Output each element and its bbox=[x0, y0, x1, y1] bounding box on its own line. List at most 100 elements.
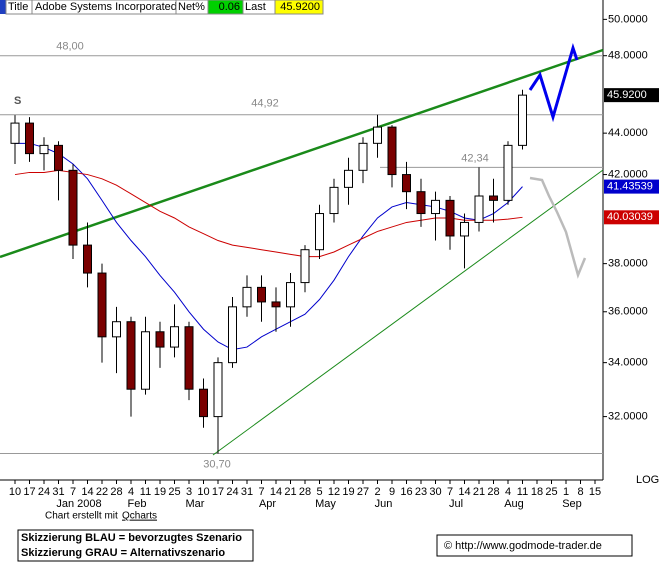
trend-line bbox=[212, 169, 604, 456]
x-tick-label: 30 bbox=[429, 486, 441, 498]
month-label: Jan 2008 bbox=[56, 498, 101, 510]
month-label: Jun bbox=[375, 498, 393, 510]
x-tick-label: 11 bbox=[517, 486, 528, 498]
marker-s: S bbox=[14, 95, 21, 107]
x-tick-label: 8 bbox=[577, 486, 583, 498]
scale-label: LOG bbox=[636, 474, 659, 486]
x-tick-label: 7 bbox=[447, 486, 453, 498]
candle-body bbox=[97, 272, 107, 338]
y-tick-label: 34.0000 bbox=[608, 357, 648, 369]
month-label: Sep bbox=[562, 498, 582, 510]
x-tick-label: 14 bbox=[458, 486, 470, 498]
trend-line bbox=[0, 48, 604, 259]
y-tick-label: 48.0000 bbox=[608, 50, 648, 62]
x-tick-label: 18 bbox=[531, 486, 543, 498]
candle-body bbox=[10, 122, 20, 144]
copyright-box bbox=[436, 534, 633, 557]
x-tick-label: 7 bbox=[70, 486, 76, 498]
header-last: 45.9200 bbox=[280, 1, 320, 13]
gray-note: Skizzierung GRAU = Alternativszenario bbox=[21, 547, 225, 559]
y-tick-label: 42.0000 bbox=[608, 168, 648, 180]
x-tick-label: 28 bbox=[299, 486, 311, 498]
header-icon bbox=[0, 0, 6, 14]
candle-body bbox=[257, 286, 266, 303]
axis-marker-label: 41.43539 bbox=[607, 181, 653, 193]
x-tick-label: 25 bbox=[168, 486, 180, 498]
header-cell bbox=[274, 0, 324, 15]
x-tick-label: 22 bbox=[96, 486, 108, 498]
month-label: May bbox=[315, 498, 336, 510]
candle-body bbox=[300, 249, 310, 284]
x-tick-label: 28 bbox=[487, 486, 499, 498]
candle-body bbox=[271, 301, 281, 308]
candle-body bbox=[141, 331, 150, 390]
credit-link[interactable]: Qcharts bbox=[122, 511, 157, 522]
candle-body bbox=[358, 142, 368, 171]
candle-body bbox=[155, 331, 165, 348]
y-tick-label: 44.0000 bbox=[608, 127, 648, 139]
x-tick-label: 31 bbox=[241, 486, 253, 498]
candle-body bbox=[387, 126, 397, 176]
x-tick-label: 19 bbox=[154, 486, 166, 498]
x-tick-label: 24 bbox=[38, 486, 50, 498]
candle-body bbox=[184, 326, 194, 390]
candle-body bbox=[416, 191, 426, 215]
x-tick-label: 14 bbox=[81, 486, 93, 498]
x-tick-label: 10 bbox=[197, 486, 209, 498]
candle-body bbox=[213, 362, 223, 418]
note-box bbox=[17, 529, 254, 562]
candle-body bbox=[344, 169, 353, 188]
candle-body bbox=[170, 326, 179, 348]
candle-body bbox=[242, 286, 252, 308]
x-tick-label: 15 bbox=[589, 486, 601, 498]
candle-body bbox=[126, 321, 136, 390]
header-net-label: Net% bbox=[178, 1, 205, 13]
x-tick-label: 21 bbox=[284, 486, 296, 498]
y-tick-label: 50.0000 bbox=[608, 13, 648, 25]
candle-body bbox=[315, 213, 324, 251]
month-label: Jul bbox=[449, 498, 463, 510]
x-tick-label: 25 bbox=[545, 486, 557, 498]
x-tick-label: 7 bbox=[258, 486, 264, 498]
candle-body bbox=[503, 144, 513, 201]
x-tick-label: 17 bbox=[23, 486, 35, 498]
x-tick-label: 28 bbox=[110, 486, 122, 498]
x-tick-label: 27 bbox=[357, 486, 369, 498]
header-last-label: Last bbox=[245, 1, 266, 13]
candle-body bbox=[199, 388, 208, 418]
header-net: 0.06 bbox=[219, 1, 240, 13]
candle-body bbox=[112, 321, 121, 338]
axis-marker bbox=[604, 88, 659, 103]
candle-body bbox=[489, 195, 498, 201]
x-tick-label: 1 bbox=[563, 486, 569, 498]
x-tick-label: 10 bbox=[9, 486, 21, 498]
gray-scenario bbox=[529, 176, 587, 279]
level-label: 44,92 bbox=[251, 98, 279, 110]
candle-body bbox=[25, 122, 34, 155]
candle-body bbox=[460, 221, 469, 237]
month-label: Aug bbox=[504, 498, 524, 510]
x-tick-label: 2 bbox=[374, 486, 380, 498]
month-label: Feb bbox=[128, 498, 147, 510]
month-label: Mar bbox=[186, 498, 205, 510]
moving-average bbox=[14, 169, 523, 258]
candle-body bbox=[431, 199, 440, 215]
level-label: 48,00 bbox=[56, 41, 84, 53]
credit: Chart erstellt mit bbox=[45, 511, 118, 522]
x-tick-label: 4 bbox=[505, 486, 511, 498]
level-label: 42,34 bbox=[461, 152, 489, 164]
candle-body bbox=[474, 195, 484, 223]
x-tick-label: 11 bbox=[140, 486, 151, 498]
y-tick-label: 38.0000 bbox=[608, 258, 648, 270]
blue-scenario bbox=[528, 42, 579, 123]
copyright[interactable]: © http://www.godmode-trader.de bbox=[444, 540, 602, 552]
candle-body bbox=[228, 306, 237, 364]
y-tick-label: 32.0000 bbox=[608, 411, 648, 423]
axis-marker-label: 40.03039 bbox=[607, 211, 653, 223]
level-label: 30,70 bbox=[203, 458, 231, 470]
x-tick-label: 3 bbox=[186, 486, 192, 498]
x-tick-label: 12 bbox=[328, 486, 340, 498]
header-title-label: Title bbox=[8, 1, 28, 13]
y-tick-label: 36.0000 bbox=[608, 306, 648, 318]
axis-marker-label: 45.9200 bbox=[607, 89, 647, 101]
